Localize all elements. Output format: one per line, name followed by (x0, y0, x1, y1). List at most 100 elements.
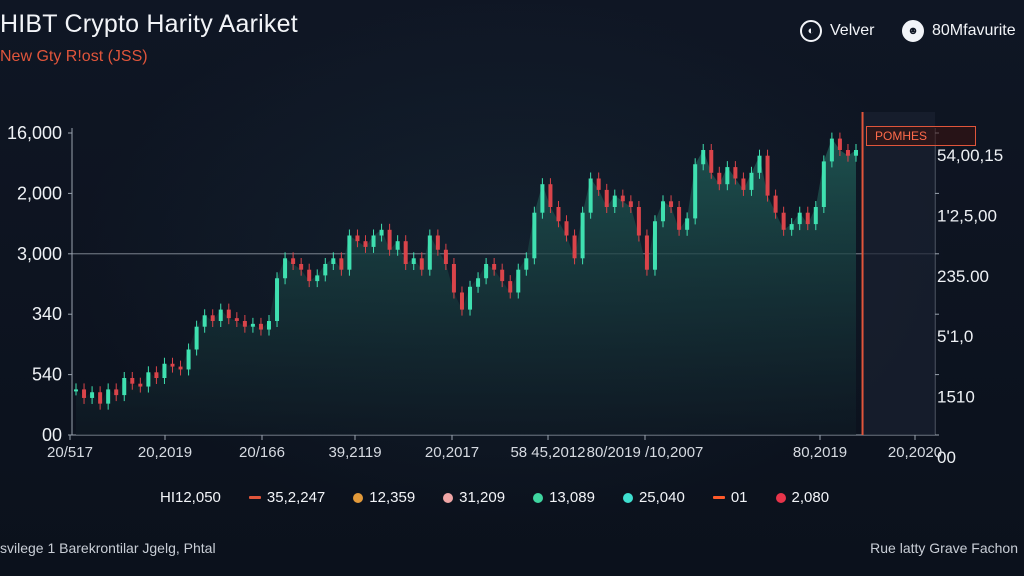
candle-body (628, 201, 633, 207)
candle-body (636, 207, 641, 236)
candle-body (781, 212, 786, 230)
candle-body (757, 155, 762, 173)
candle-body (162, 363, 167, 378)
legend-label: 01 (730, 489, 748, 506)
y-tick-label: 3,000 (17, 244, 62, 264)
candle-body (307, 269, 312, 282)
favorite-icon: ☻ (902, 20, 924, 42)
candle-body (315, 275, 320, 282)
velver-control[interactable]: ◐ Velver (800, 20, 874, 42)
y-tick-label: 540 (32, 365, 62, 385)
candle-body (387, 229, 392, 250)
candle-body (106, 389, 111, 404)
candle-body (669, 201, 674, 207)
candle-body (363, 241, 368, 247)
y2-tick-label: 00 (937, 448, 956, 467)
legend-label: HI12,050 (160, 489, 221, 506)
legend-swatch (248, 496, 261, 499)
legend-label: 25,040 (638, 489, 685, 506)
candle-body (580, 212, 585, 259)
candle-body (178, 366, 183, 370)
candle-body (548, 184, 553, 207)
legend-swatch (443, 492, 454, 503)
candle-body (717, 172, 722, 185)
candle-body (283, 258, 288, 279)
page-subtitle: New Gty R!ost (JSS) (0, 48, 148, 65)
candle-body (484, 264, 489, 279)
candle-body (371, 235, 376, 247)
candle-body (612, 195, 617, 207)
candle-body (805, 212, 810, 225)
candle-body (379, 229, 384, 236)
legend-item[interactable]: 12,359 (353, 489, 415, 506)
candle-body (468, 286, 473, 310)
legend-item[interactable]: HI12,050 (160, 489, 221, 506)
y2-tick-label: 54,00,15 (937, 146, 1003, 165)
candle-body (98, 392, 103, 404)
gauge-icon: ◐ (800, 20, 822, 42)
y-tick-label: 2,000 (17, 183, 62, 203)
page-title: HIBT Crypto Harity Aariket (0, 10, 298, 38)
legend-label: 12,359 (369, 489, 416, 506)
candle-body (709, 150, 714, 173)
legend-item[interactable]: 35,2,247 (248, 489, 325, 506)
candle-body (250, 323, 255, 327)
candle-body (459, 292, 464, 310)
candle-body (749, 172, 754, 190)
x-axis-labels: 20/517 20,2019 20/166 39,2119 20,2017 58 45,2… (47, 435, 942, 461)
candle-body (234, 318, 239, 321)
candle-body (620, 195, 625, 202)
legend-item[interactable]: 01 (712, 489, 748, 506)
x-tick-label: 20/166 (239, 444, 285, 461)
candle-body (725, 167, 730, 185)
y2-tick-label: 235.00 (937, 267, 989, 286)
candle-layer (74, 132, 858, 410)
candle-body (130, 378, 135, 384)
candle-body (347, 235, 352, 270)
legend-item[interactable]: 13,089 (533, 489, 595, 506)
favorite-control[interactable]: ☻ 80Mfavurite (902, 20, 1016, 42)
price-area (76, 138, 856, 435)
candle-body (701, 150, 706, 165)
legend-item[interactable]: 31,209 (443, 489, 505, 506)
candle-body (500, 269, 505, 282)
highlight-region (862, 112, 935, 435)
candle-body (564, 221, 569, 236)
legend-label: 13,089 (549, 489, 595, 506)
candle-body (266, 321, 271, 330)
y-tick-label: 16,000 (7, 123, 62, 143)
candle-body (411, 258, 416, 264)
candle-body (403, 241, 408, 264)
legend-swatch (712, 496, 725, 499)
candle-body (845, 150, 850, 156)
footer-left-text: svilege 1 Barekrontilar Jgelg, Phtal (0, 540, 216, 556)
candle-body (114, 389, 119, 396)
candle-body (765, 155, 770, 196)
candle-body (821, 161, 826, 207)
y-tick-label: 00 (42, 425, 62, 445)
candle-body (773, 195, 778, 213)
x-tick-label: 20,2017 (425, 444, 479, 461)
candle-body (685, 218, 690, 230)
legend-item[interactable]: 2,080 (775, 489, 829, 506)
y-tick-label: 340 (32, 304, 62, 324)
candle-body (323, 264, 328, 276)
x-tick-label: 58 45,2012 (510, 444, 585, 461)
candle-body (226, 309, 231, 319)
candle-body (813, 207, 818, 225)
candle-body (572, 235, 577, 259)
candle-body (789, 224, 794, 230)
candle-body (837, 138, 842, 150)
legend-item[interactable]: 25,040 (622, 489, 685, 506)
candle-body (476, 278, 481, 287)
candle-body (540, 184, 545, 213)
overlay-layer (861, 112, 935, 435)
candle-body (218, 309, 223, 321)
legend-label: 31,209 (459, 489, 506, 506)
candle-body (395, 241, 400, 250)
legend-swatch (533, 492, 544, 503)
candle-body (556, 207, 561, 222)
candle-body (331, 258, 336, 264)
legend-swatch (775, 492, 786, 503)
